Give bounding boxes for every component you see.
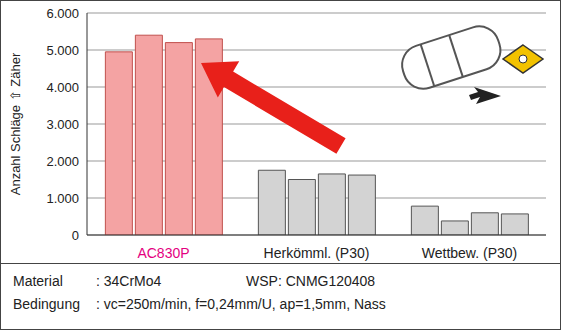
svg-text:1.000: 1.000 xyxy=(46,191,79,206)
svg-text:AC830P: AC830P xyxy=(137,245,189,261)
html-text:: vc=250m/min, f=0,24mm/U, ap=: : vc=250m/min, f=0,24mm/U, ap=1,5mm, Nas… xyxy=(96,296,386,312)
svg-text:5.000: 5.000 xyxy=(46,43,79,58)
svg-text:2.000: 2.000 xyxy=(46,154,79,169)
svg-text:4.000: 4.000 xyxy=(46,80,79,95)
html-text:WSP: CNMG120408: WSP: CNMG120408 xyxy=(246,273,376,289)
svg-text:Herkömml. (P30): Herkömml. (P30) xyxy=(264,245,370,261)
html-text:: 34CrMo4: : 34CrMo4 xyxy=(96,273,162,289)
html-text:Material: Material xyxy=(13,273,63,289)
html-text:Bedingung: Bedingung xyxy=(13,296,80,312)
svg-text:Wettbew. (P30): Wettbew. (P30) xyxy=(422,245,517,261)
svg-text:0: 0 xyxy=(72,228,79,243)
svg-text:3.000: 3.000 xyxy=(46,117,79,132)
svg-text:6.000: 6.000 xyxy=(46,6,79,21)
svg-text:Anzahl Schläge ⇧ Zäher: Anzahl Schläge ⇧ Zäher xyxy=(8,52,23,195)
